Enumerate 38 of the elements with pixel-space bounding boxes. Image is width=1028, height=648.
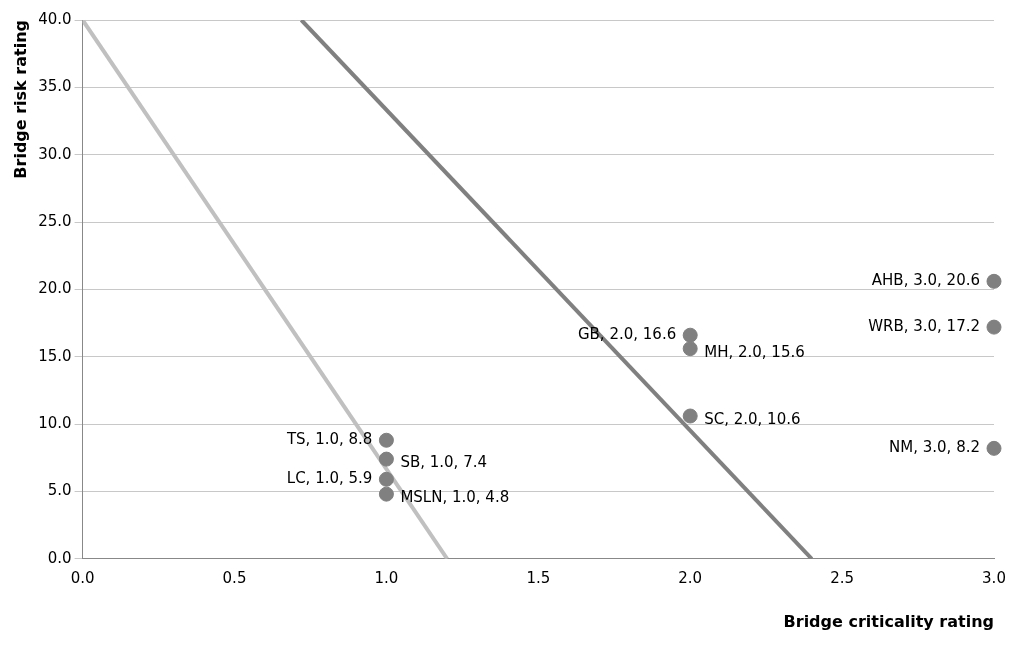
data-label: SC, 2.0, 10.6 (704, 409, 801, 428)
data-label: WRB, 3.0, 17.2 (868, 317, 980, 336)
x-tick-label: 1.0 (374, 568, 399, 587)
point (378, 486, 394, 502)
point (986, 319, 1002, 335)
y-tick-label: 20.0 (38, 279, 72, 298)
y-axis-title: Bridge risk rating (10, 20, 30, 179)
y-tick-label: 40.0 (38, 9, 72, 28)
x-tick-label: 2.0 (678, 568, 703, 587)
point (378, 432, 394, 448)
x-tick-label: 0.0 (70, 568, 95, 587)
y-tick-label: 35.0 (38, 77, 72, 96)
data-label: GB, 2.0, 16.6 (577, 325, 677, 344)
point (378, 471, 394, 487)
y-tick-label: 5.0 (47, 481, 72, 500)
data-label: TS, 1.0, 8.8 (285, 430, 373, 449)
x-tick-label: 0.5 (222, 568, 247, 587)
data-label: LC, 1.0, 5.9 (286, 469, 373, 488)
data-label: NM, 3.0, 8.2 (889, 438, 980, 457)
point (378, 451, 394, 467)
point (682, 341, 698, 357)
data-label: AHB, 3.0, 20.6 (871, 271, 980, 290)
point (986, 440, 1002, 456)
x-tick-label: 1.5 (526, 568, 551, 587)
data-label: SB, 1.0, 7.4 (400, 453, 488, 472)
y-tick-label: 0.0 (47, 548, 72, 567)
y-tick-label: 30.0 (38, 144, 72, 163)
x-axis-title: Bridge criticality rating (783, 611, 994, 631)
x-tick-label: 2.5 (830, 568, 855, 587)
y-tick-label: 15.0 (38, 346, 72, 365)
x-tick-label: 3.0 (982, 568, 1006, 587)
y-tick-label: 10.0 (38, 413, 72, 432)
point (682, 408, 698, 424)
point (682, 327, 698, 343)
y-tick-label: 25.0 (38, 211, 72, 230)
data-label: MH, 2.0, 15.6 (704, 342, 805, 361)
point (986, 273, 1002, 289)
data-label: MSLN, 1.0, 4.8 (400, 488, 510, 507)
